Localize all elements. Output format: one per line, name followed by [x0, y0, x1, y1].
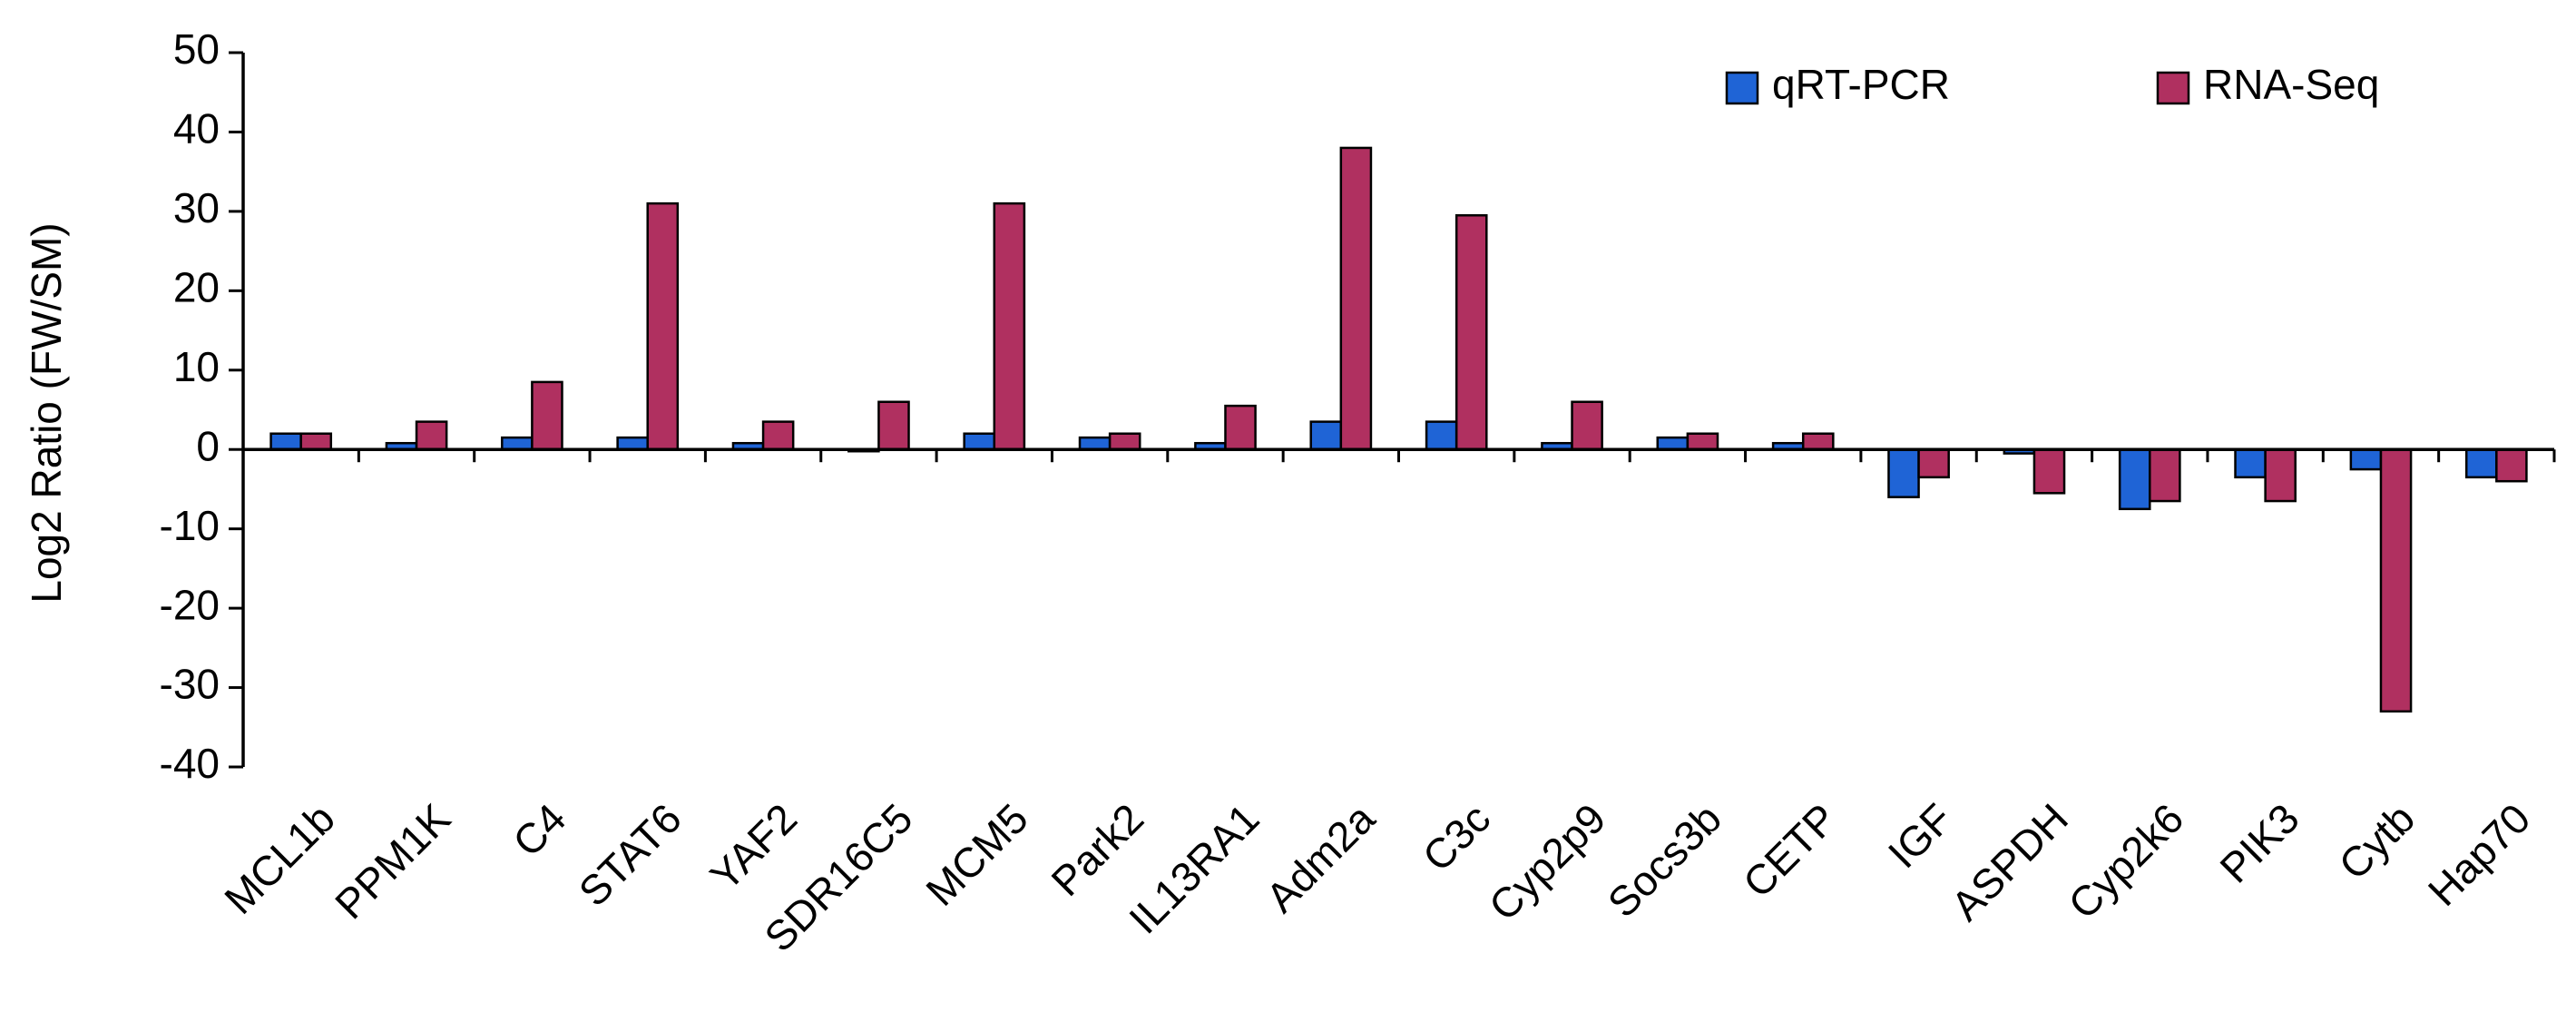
bar-rna-seq-park2: [1108, 432, 1141, 451]
bar-qrt-pcr-mcl1b: [269, 432, 302, 451]
x-tick-label: CETP: [1734, 794, 1846, 907]
bar-rna-seq-pik3: [2264, 447, 2297, 503]
bar-rna-seq-cyp2p9: [1571, 400, 1603, 451]
bar-rna-seq-mcl1b: [299, 432, 333, 451]
bar-rna-seq-il13ra1: [1224, 404, 1257, 451]
x-tick-label: Cyp2k6: [2059, 794, 2192, 928]
legend-swatch-qrt-pcr: [1725, 71, 1759, 105]
bar-qrt-pcr-socs3b: [1656, 436, 1690, 451]
y-tick-label: -20: [160, 581, 220, 628]
x-tick-label: MCL1b: [215, 794, 344, 923]
y-axis: -40 -30 -20 -10 0 10 20 30 40 50: [160, 25, 243, 787]
x-tick-label: C4: [504, 794, 574, 865]
y-tick-label: 30: [173, 184, 220, 231]
bar-rna-seq-yaf2: [761, 420, 795, 451]
x-tick-label: IL13RA1: [1120, 794, 1268, 942]
bar-rna-seq-aspdh: [2032, 447, 2066, 495]
x-tick-label: IGF: [1879, 794, 1962, 877]
x-tick-label: C3c: [1414, 794, 1500, 880]
axis-lines: [241, 53, 2556, 767]
y-tick-label: -40: [160, 740, 220, 787]
bar-rna-seq-mcm5: [993, 201, 1026, 451]
x-tick-label: YAF2: [700, 794, 806, 899]
bar-qrt-pcr-igf: [1887, 447, 1920, 498]
x-tick-label: MCM5: [916, 794, 1037, 915]
bar-rna-seq-ppm1k: [415, 420, 448, 451]
x-tick-label: Adm2a: [1257, 794, 1384, 921]
x-tick-label: STAT6: [570, 794, 691, 915]
bar-qrt-pcr-hap70: [2464, 447, 2498, 479]
bar-qrt-pcr-cyp2k6: [2118, 447, 2151, 511]
x-tick-label: Hap70: [2419, 794, 2540, 915]
bar-rna-seq-adm2a: [1339, 146, 1373, 451]
bar-qrt-pcr-stat6: [616, 436, 649, 451]
legend-swatch-rna-seq: [2156, 71, 2190, 105]
y-tick-label: -10: [160, 502, 220, 549]
x-tick-label: Cytb: [2329, 794, 2424, 889]
bar-qrt-pcr-mcm5: [963, 432, 996, 451]
x-tick-label: Park2: [1042, 794, 1152, 905]
x-tick-label: PPM1K: [326, 794, 459, 928]
bar-qrt-pcr-c3c: [1425, 420, 1458, 451]
y-tick-label: 10: [173, 343, 220, 390]
x-tick-label: ASPDH: [1942, 794, 2077, 929]
bar-qrt-pcr-adm2a: [1309, 420, 1343, 451]
legend-label-rna-seq: RNA-Seq: [2203, 61, 2379, 108]
y-tick-label: 50: [173, 25, 220, 73]
legend: qRT-PCR RNA-Seq: [1725, 61, 2379, 108]
bar-rna-seq-cyp2k6: [2149, 447, 2181, 503]
x-tick-label: PIK3: [2210, 794, 2307, 891]
bar-rna-seq-cetp: [1801, 432, 1835, 451]
y-tick-label: 40: [173, 105, 220, 152]
x-tick-label: Socs3b: [1599, 794, 1730, 926]
bar-rna-seq-cytb: [2379, 447, 2413, 713]
bar-qrt-pcr-park2: [1078, 436, 1112, 451]
bar-qrt-pcr-cytb: [2349, 447, 2383, 471]
bar-rna-seq-socs3b: [1686, 432, 1719, 451]
bar-qrt-pcr-pik3: [2234, 447, 2267, 479]
bar-rna-seq-stat6: [646, 201, 680, 451]
y-axis-title: Log2 Ratio (FW/SM): [23, 222, 70, 603]
y-tick-label: 20: [173, 263, 220, 310]
y-axis-title-group: Log2 Ratio (FW/SM): [23, 222, 70, 603]
bar-rna-seq-igf: [1917, 447, 1950, 479]
y-tick-label: -30: [160, 661, 220, 708]
bar-rna-seq-sdr16c5: [877, 400, 910, 451]
legend-label-qrt-pcr: qRT-PCR: [1772, 61, 1950, 108]
y-tick-label: 0: [196, 422, 220, 469]
bar-rna-seq-hap70: [2495, 447, 2528, 483]
bar-rna-seq-c4: [531, 380, 563, 451]
bar-qrt-pcr-c4: [501, 436, 534, 451]
x-tick-label: Cyp2p9: [1480, 794, 1615, 929]
bars: [269, 146, 2528, 713]
bar-rna-seq-c3c: [1455, 214, 1488, 451]
